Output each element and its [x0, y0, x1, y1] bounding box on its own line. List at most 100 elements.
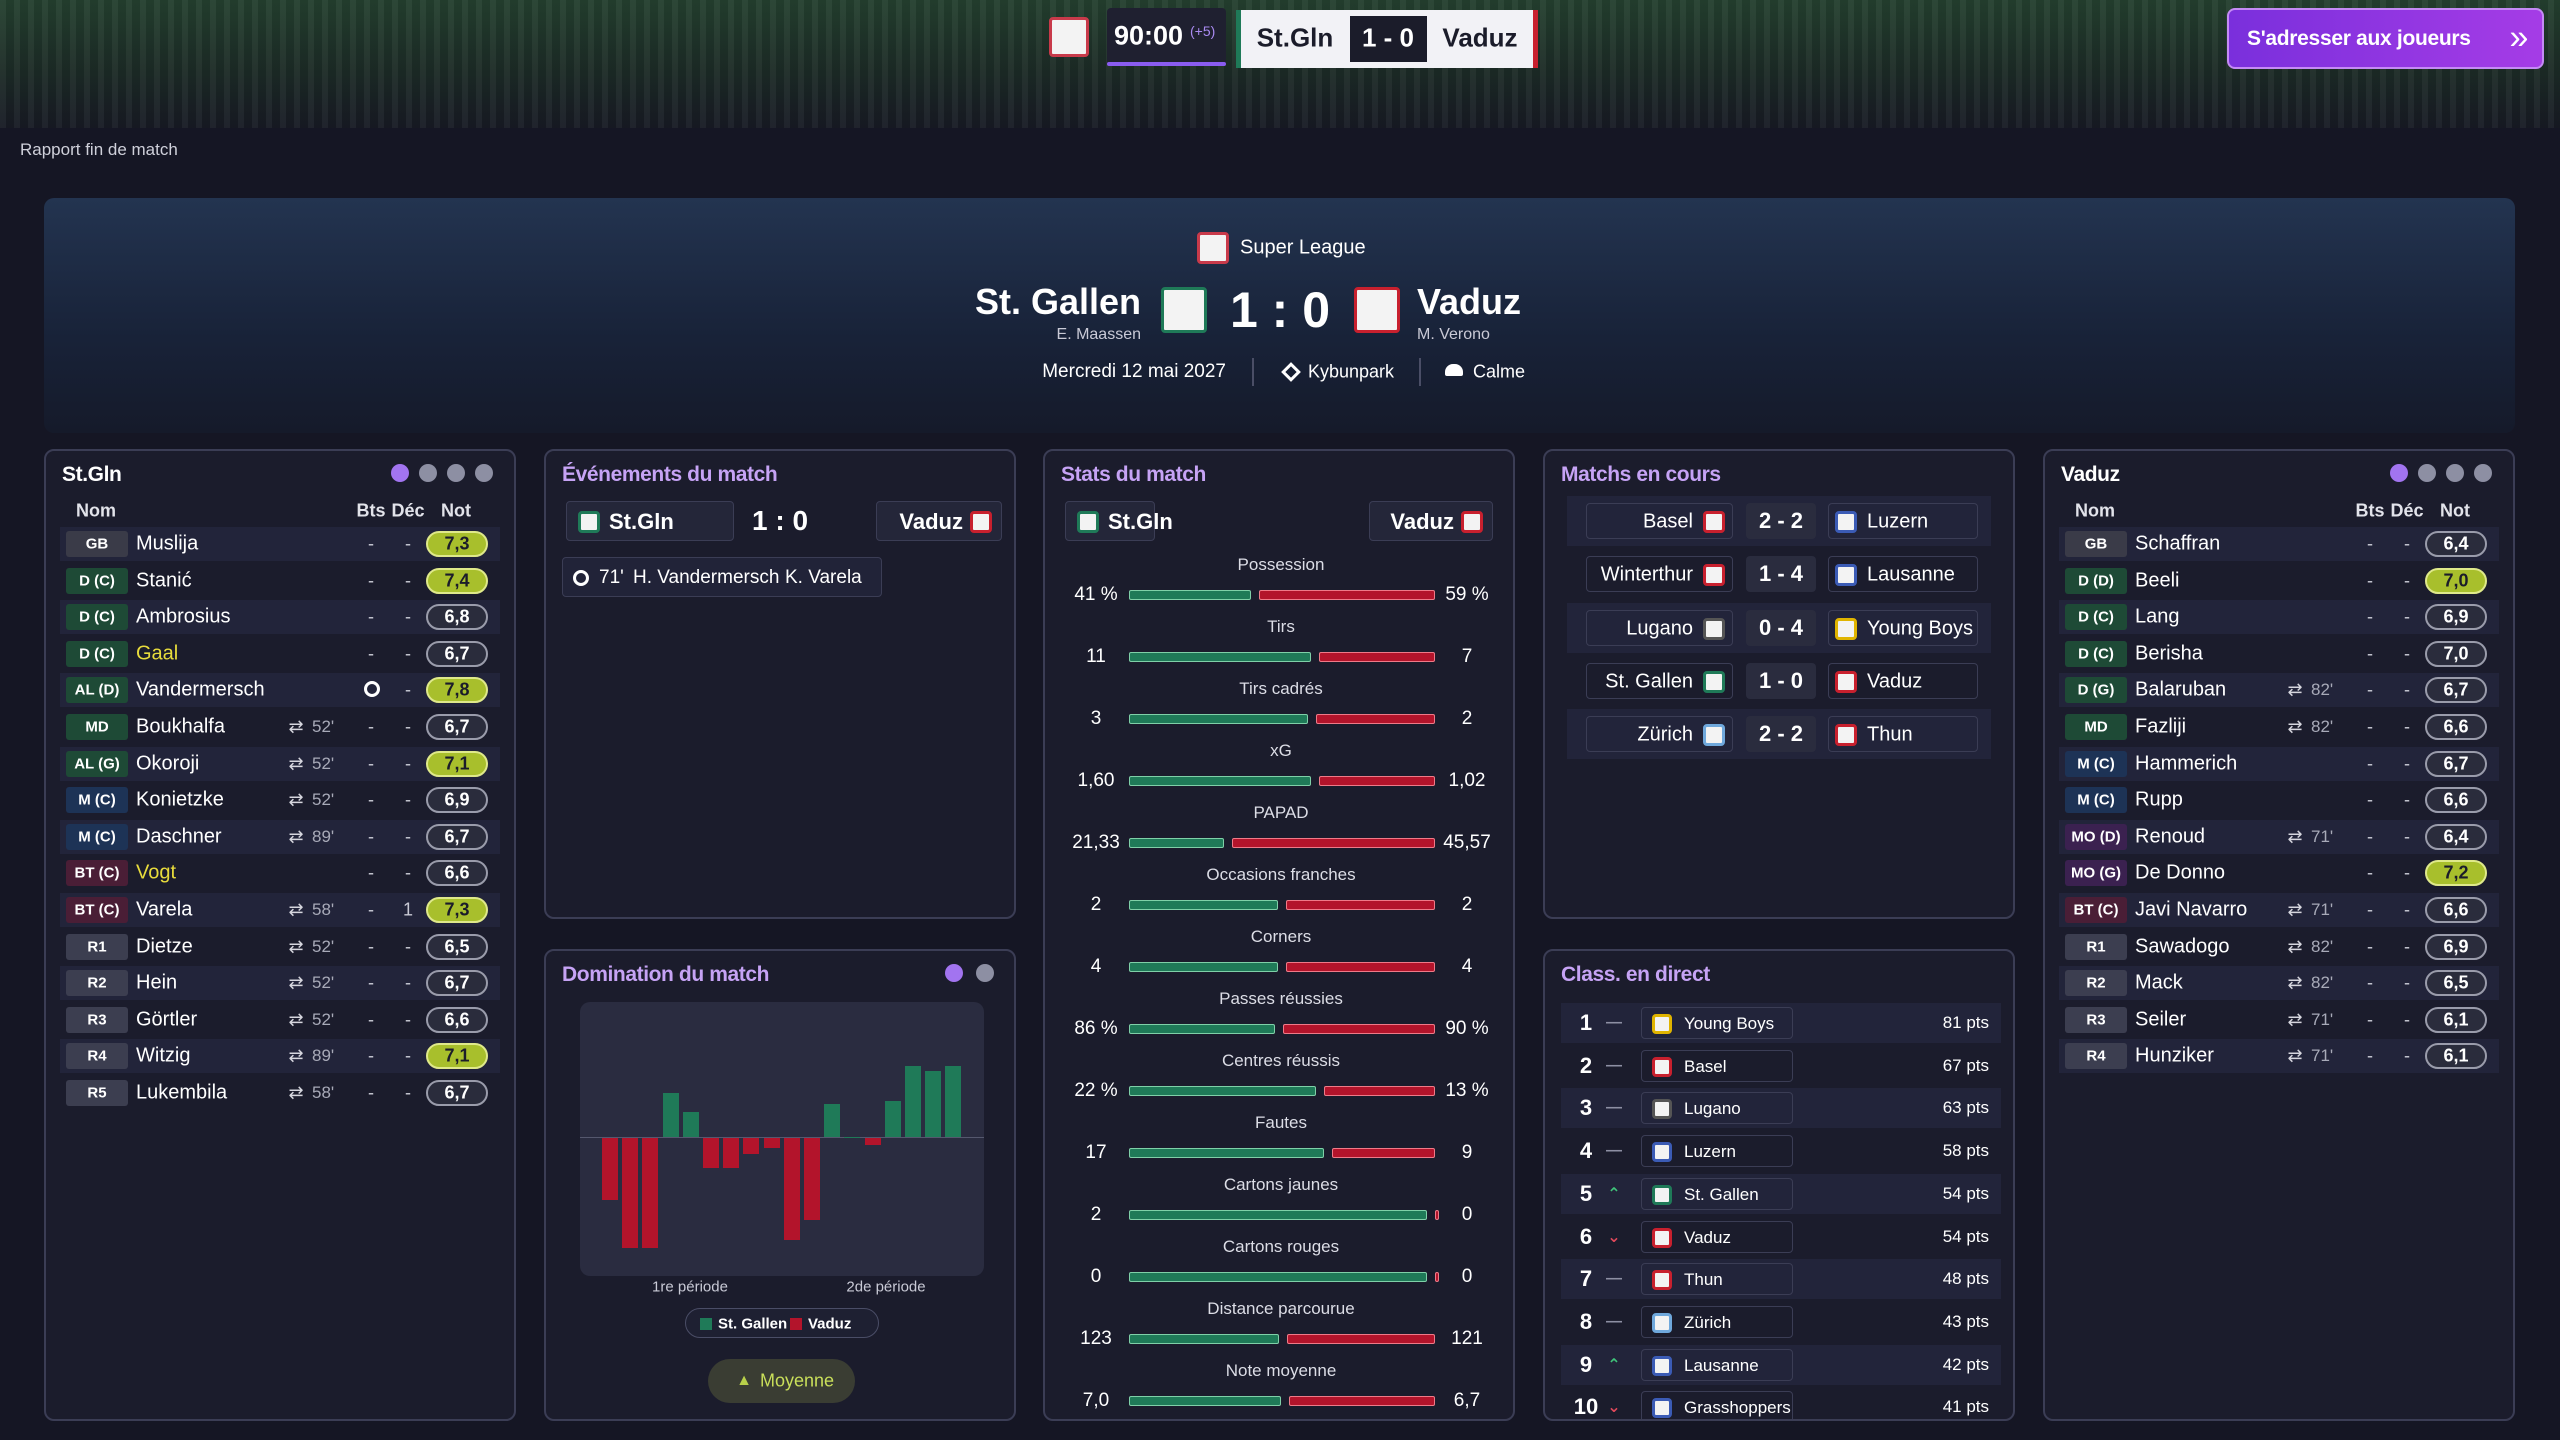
- team-logo: [1161, 287, 1207, 333]
- sub-icon: ⇄: [288, 1009, 304, 1030]
- sub-minute: 82': [2311, 973, 2334, 993]
- average-button[interactable]: ▲ Moyenne: [708, 1359, 855, 1403]
- away-team: Vaduz: [1390, 509, 1454, 534]
- stat-away: 6,7: [1453, 1390, 1481, 1411]
- sub-icon: ⇄: [288, 936, 304, 957]
- stat-home: 4: [1090, 956, 1102, 977]
- sub-minute: 71': [2311, 1046, 2334, 1066]
- pager-dot[interactable]: [2446, 464, 2464, 482]
- stat-bar-away: [1289, 1396, 1435, 1406]
- assists: -: [405, 862, 411, 883]
- rank: 2: [1579, 1052, 1593, 1078]
- stat-bar-away: [1318, 776, 1435, 786]
- pager-dot[interactable]: [2474, 464, 2492, 482]
- assists: -: [2404, 533, 2410, 554]
- player-name: Lukembila: [136, 1081, 228, 1104]
- domination-bar: [925, 1071, 942, 1137]
- pager-dot[interactable]: [447, 464, 465, 482]
- away-manager: M. Verono: [1417, 326, 1490, 343]
- live-matches-panel: Matchs en cours Basel 2 - 2 Luzern Winterthu…: [1543, 449, 2015, 919]
- position-badge: BT (C): [66, 897, 128, 923]
- panel-title: Événements du match: [562, 463, 778, 486]
- goals: -: [2367, 606, 2373, 627]
- stat-bar-away: [1286, 900, 1435, 910]
- domination-bar: [743, 1138, 760, 1155]
- trend: —: [1606, 1014, 1622, 1031]
- rating-pill: 6,7: [426, 823, 488, 850]
- player-name: Konietzke: [136, 788, 224, 811]
- sub-minute: 82': [2311, 936, 2334, 956]
- domination-bar: [662, 1092, 679, 1137]
- stat-label: xG: [1270, 741, 1292, 760]
- domination-bar: [602, 1138, 618, 1201]
- away-team: Lausanne: [1867, 563, 1955, 586]
- goals: -: [2367, 1045, 2373, 1066]
- sub-icon: ⇄: [288, 753, 304, 774]
- stat-home: 2: [1090, 894, 1102, 915]
- position: R3: [87, 1011, 107, 1029]
- team-logo: [1652, 1398, 1672, 1419]
- added-time: (+5): [1190, 23, 1216, 39]
- stat-bar-home: [1129, 776, 1311, 786]
- team: Lugano: [1684, 1099, 1741, 1119]
- position: D (C): [2078, 608, 2114, 626]
- points: 42 pts: [1942, 1354, 1989, 1374]
- assists: -: [2404, 789, 2410, 810]
- team: Thun: [1684, 1270, 1723, 1290]
- header-score: 1 : 0: [1229, 282, 1331, 338]
- player-name: Hammerich: [2135, 752, 2238, 775]
- domination-bar: [844, 1137, 861, 1138]
- pager-dot[interactable]: [2390, 464, 2408, 482]
- rating-pill: 6,7: [2425, 677, 2487, 704]
- rating: 6,6: [2443, 716, 2469, 737]
- stat-label: Note moyenne: [1225, 1361, 1337, 1380]
- position-badge: R3: [66, 1006, 128, 1033]
- stat-away: 2: [1461, 708, 1473, 729]
- pager-dot[interactable]: [2418, 464, 2436, 482]
- team-logo: [1652, 1099, 1672, 1120]
- team-logo: [1835, 564, 1857, 587]
- goals: -: [368, 643, 374, 664]
- domination-bar: [945, 1066, 962, 1137]
- stat-away: 59 %: [1445, 584, 1489, 605]
- rating-pill: 6,5: [426, 933, 488, 960]
- domination-bar: [783, 1138, 800, 1240]
- assists: -: [2404, 679, 2410, 700]
- score-box: 0 - 4: [1746, 609, 1816, 646]
- goals: -: [368, 899, 374, 920]
- position-badge: R5: [66, 1080, 128, 1106]
- pager-dot[interactable]: [945, 964, 963, 982]
- team: St. Gallen: [1684, 1184, 1759, 1204]
- pager-dot[interactable]: [475, 464, 493, 482]
- talk-to-players-button[interactable]: S'adresser aux joueurs »: [2227, 8, 2544, 69]
- pager-dot[interactable]: [391, 464, 409, 482]
- team-logo: [1461, 511, 1483, 533]
- team: Young Boys: [1684, 1014, 1775, 1033]
- home-box: Lugano: [1586, 609, 1733, 646]
- points: 48 pts: [1942, 1269, 1989, 1289]
- stat-bar-home: [1129, 652, 1312, 662]
- button-label: Moyenne: [760, 1370, 835, 1391]
- score: 2 - 2: [1758, 721, 1804, 747]
- home-box: Basel: [1586, 503, 1733, 539]
- goals: -: [2367, 533, 2373, 554]
- team: Grasshoppers: [1684, 1398, 1791, 1418]
- pager-dot[interactable]: [976, 964, 994, 982]
- trend: ⌄: [1607, 1399, 1621, 1417]
- away-box: Luzern: [1828, 503, 1978, 539]
- position-badge: R1: [2065, 933, 2127, 960]
- pager-dot[interactable]: [419, 464, 437, 482]
- team-logo: [1835, 670, 1857, 693]
- position: D (C): [79, 645, 115, 663]
- sub-icon: ⇄: [2287, 716, 2303, 737]
- sub-icon: ⇄: [2287, 679, 2303, 700]
- rating: 6,6: [2443, 789, 2469, 810]
- position-badge: M (C): [2065, 750, 2127, 777]
- assists: -: [2404, 716, 2410, 737]
- stat-label: Cartons rouges: [1222, 1237, 1340, 1256]
- position: R2: [2086, 974, 2106, 992]
- rating: 6,7: [444, 716, 470, 737]
- player-name: Beeli: [2135, 569, 2180, 592]
- trend: ⌃: [1607, 1356, 1621, 1374]
- home-team: Zürich: [1637, 723, 1693, 746]
